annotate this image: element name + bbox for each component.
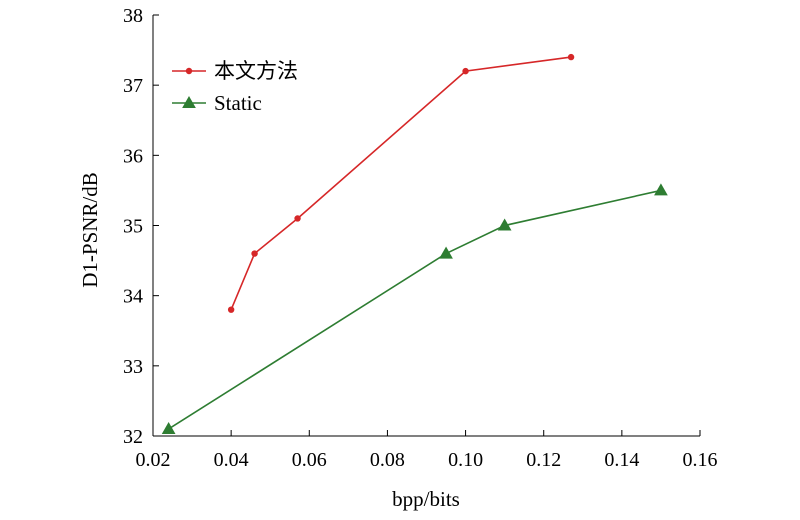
y-tick-label: 33 bbox=[123, 356, 143, 378]
data-point bbox=[439, 246, 453, 259]
x-tick-label: 0.06 bbox=[292, 449, 327, 471]
data-point bbox=[567, 53, 575, 61]
legend-item-0: 本文方法 bbox=[172, 59, 298, 83]
series-line bbox=[230, 56, 572, 311]
data-point bbox=[462, 67, 469, 75]
y-axis-title: D1-PSNR/dB bbox=[78, 172, 102, 288]
data-point bbox=[294, 215, 301, 222]
y-tick-label: 36 bbox=[123, 145, 143, 167]
y-tick-label: 32 bbox=[123, 426, 143, 448]
x-tick-label: 0.02 bbox=[136, 449, 171, 471]
x-tick-label: 0.14 bbox=[604, 449, 639, 471]
y-tick-label: 37 bbox=[123, 75, 143, 97]
series-1 bbox=[161, 183, 668, 434]
data-point bbox=[161, 421, 176, 434]
legend-label: 本文方法 bbox=[214, 59, 298, 83]
legend-marker bbox=[182, 95, 196, 108]
legend-item-1: Static bbox=[172, 91, 262, 115]
data-point bbox=[251, 250, 258, 257]
x-axis-title: bpp/bits bbox=[392, 487, 460, 511]
y-tick-label: 35 bbox=[123, 216, 143, 238]
x-tick-label: 0.16 bbox=[683, 449, 718, 471]
data-point bbox=[227, 306, 235, 313]
series-0 bbox=[227, 53, 575, 313]
series-group bbox=[161, 53, 668, 434]
series-line bbox=[168, 189, 662, 430]
data-point bbox=[654, 183, 668, 196]
y-tick-label: 34 bbox=[123, 286, 143, 308]
data-point bbox=[497, 218, 512, 231]
x-tick-label: 0.10 bbox=[448, 449, 483, 471]
y-ticks: 32 33 34 35 36 37 38 bbox=[123, 5, 159, 448]
x-tick-label: 0.04 bbox=[214, 449, 249, 471]
y-tick-label: 38 bbox=[123, 5, 143, 27]
legend-marker bbox=[185, 67, 193, 75]
x-tick-label: 0.12 bbox=[526, 449, 561, 471]
legend: 本文方法 Static bbox=[172, 59, 298, 115]
x-tick-label: 0.08 bbox=[370, 449, 405, 471]
x-ticks: 0.02 0.04 0.06 0.08 0.10 0.12 0.14 0.16 bbox=[136, 430, 718, 471]
legend-label: Static bbox=[214, 91, 262, 115]
